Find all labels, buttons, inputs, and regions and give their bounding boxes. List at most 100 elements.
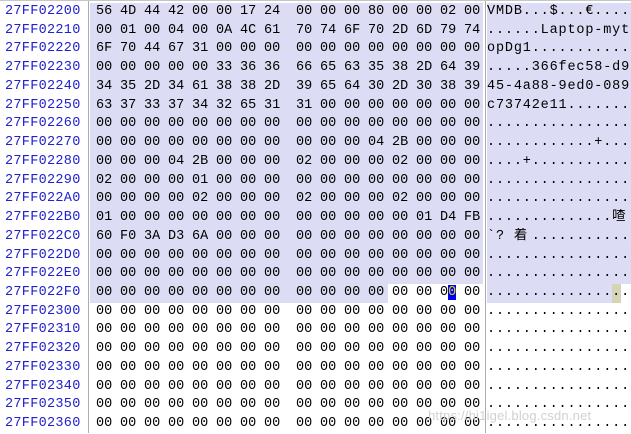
ascii-char[interactable]: $	[549, 4, 558, 19]
hex-byte[interactable]: 00	[144, 116, 161, 132]
ascii-char[interactable]: .	[567, 228, 576, 244]
ascii-char[interactable]: .	[576, 153, 585, 169]
hex-byte[interactable]: 00	[368, 285, 385, 301]
ascii-char[interactable]: .	[594, 397, 603, 413]
ascii-char[interactable]: .	[531, 228, 540, 244]
hex-byte[interactable]: 00	[264, 172, 281, 188]
ascii-char[interactable]: .	[540, 378, 549, 394]
hex-byte[interactable]: 00	[440, 41, 457, 57]
hex-byte[interactable]: 6F	[96, 41, 113, 57]
hex-byte[interactable]: 00	[144, 266, 161, 282]
ascii-char[interactable]: .	[531, 247, 540, 263]
hex-byte[interactable]: 00	[168, 266, 185, 282]
hex-byte[interactable]: 00	[392, 359, 409, 375]
hex-byte[interactable]: 00	[392, 228, 409, 244]
ascii-char[interactable]: 3	[531, 60, 540, 76]
hex-byte[interactable]: 00	[168, 359, 185, 375]
hex-byte[interactable]: 00	[344, 153, 361, 169]
hex-byte[interactable]: 00	[168, 416, 185, 432]
ascii-char[interactable]: .	[487, 397, 496, 413]
ascii-char[interactable]: .	[513, 172, 522, 188]
hex-byte[interactable]: 00	[344, 359, 361, 375]
hex-byte[interactable]: 00	[120, 285, 137, 301]
ascii-char[interactable]: .	[621, 41, 630, 57]
ascii-char[interactable]: .	[540, 4, 549, 19]
ascii-char[interactable]: .	[594, 378, 603, 394]
hex-byte[interactable]: 00	[344, 247, 361, 263]
hex-byte[interactable]: 00	[464, 172, 481, 188]
hex-byte[interactable]: 00	[296, 116, 313, 132]
hex-byte[interactable]: 70	[120, 41, 137, 57]
ascii-char[interactable]: .	[540, 191, 549, 207]
hex-byte[interactable]: 00	[144, 22, 161, 38]
hex-byte[interactable]: 00	[144, 322, 161, 338]
hex-byte[interactable]: 00	[192, 210, 209, 226]
hex-byte[interactable]: 33	[144, 97, 161, 113]
hex-byte[interactable]: 00	[264, 397, 281, 413]
hex-byte[interactable]: 00	[296, 4, 313, 19]
hex-byte[interactable]: D3	[168, 228, 185, 244]
hex-byte[interactable]: 00	[216, 172, 233, 188]
hex-byte[interactable]: 00	[416, 416, 433, 432]
hex-byte[interactable]: 66	[296, 60, 313, 76]
hex-byte[interactable]: 00	[368, 322, 385, 338]
ascii-char[interactable]: .	[531, 416, 540, 432]
hex-byte[interactable]: 00	[320, 322, 337, 338]
hex-byte[interactable]: 00	[264, 210, 281, 226]
ascii-char[interactable]: 9	[621, 60, 630, 76]
ascii-char[interactable]: .	[576, 266, 585, 282]
ascii-char[interactable]: .	[594, 303, 603, 319]
ascii-char[interactable]: d	[612, 60, 621, 76]
hex-byte[interactable]: 6F	[344, 22, 361, 38]
ascii-char[interactable]: .	[585, 322, 594, 338]
ascii-char[interactable]: .	[567, 135, 576, 151]
ascii-char[interactable]: c	[576, 60, 585, 76]
ascii-char[interactable]: .	[567, 378, 576, 394]
ascii-char[interactable]: V	[487, 4, 496, 19]
ascii-char[interactable]: .	[612, 416, 621, 432]
ascii-char[interactable]: 0	[603, 78, 612, 94]
hex-byte[interactable]: 74	[464, 22, 481, 38]
ascii-char[interactable]: 5	[495, 78, 505, 94]
hex-byte[interactable]: 00	[440, 153, 457, 169]
ascii-char[interactable]: .	[487, 60, 496, 76]
hex-byte[interactable]: 00	[264, 266, 281, 282]
hex-byte[interactable]: 00	[416, 97, 433, 113]
hex-byte[interactable]: 00	[464, 135, 481, 151]
ascii-char[interactable]: .	[576, 41, 585, 57]
ascii-char[interactable]: .	[513, 22, 522, 38]
hex-byte[interactable]: 00	[240, 322, 257, 338]
ascii-char[interactable]: .	[495, 378, 505, 394]
ascii-char[interactable]: .	[487, 22, 496, 38]
hex-byte[interactable]: 00	[464, 303, 481, 319]
hex-byte[interactable]: 00	[144, 247, 161, 263]
ascii-char[interactable]: .	[621, 153, 630, 169]
hex-byte[interactable]: 2D	[416, 60, 433, 76]
ascii-char[interactable]: .	[549, 266, 558, 282]
hex-byte[interactable]: 00	[368, 247, 385, 263]
ascii-char[interactable]: 7	[513, 97, 522, 113]
hex-byte[interactable]: 2D	[144, 78, 161, 94]
ascii-char[interactable]: -	[594, 22, 603, 38]
ascii-char[interactable]: .	[495, 416, 505, 432]
ascii-char[interactable]: .	[522, 397, 531, 413]
hex-byte[interactable]: 80	[368, 4, 385, 19]
hex-byte[interactable]: 00	[320, 191, 337, 207]
hex-byte[interactable]: 00	[440, 416, 457, 432]
ascii-char[interactable]: 着	[513, 228, 528, 244]
ascii-char[interactable]: .	[594, 210, 603, 226]
ascii-char[interactable]: .	[594, 153, 603, 169]
hex-byte[interactable]: 00	[464, 285, 481, 301]
ascii-char[interactable]: 1	[558, 97, 567, 113]
hex-byte[interactable]: 00	[120, 60, 137, 76]
ascii-char[interactable]: .	[585, 97, 594, 113]
hex-byte[interactable]: 00	[216, 341, 233, 357]
ascii-char[interactable]: .	[549, 397, 558, 413]
ascii-char[interactable]: .	[487, 322, 496, 338]
hex-byte[interactable]: 00	[216, 266, 233, 282]
hex-byte[interactable]: 00	[392, 97, 409, 113]
ascii-char[interactable]: .	[540, 397, 549, 413]
hex-byte[interactable]: 64	[344, 78, 361, 94]
hex-byte[interactable]: 00	[264, 41, 281, 57]
hex-byte[interactable]: 00	[120, 359, 137, 375]
